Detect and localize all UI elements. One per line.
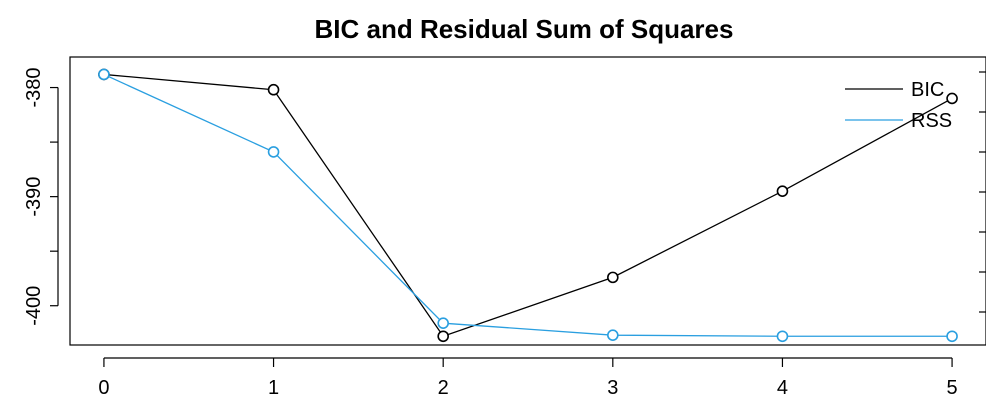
data-point xyxy=(437,330,449,343)
data-point xyxy=(437,317,449,329)
y-axis: -380 -390 -400 xyxy=(23,68,59,326)
legend-label: BIC xyxy=(911,79,944,101)
x-tick-label: 1 xyxy=(268,377,279,399)
data-point xyxy=(607,271,619,284)
x-tick-label: 2 xyxy=(438,377,449,399)
data-point xyxy=(267,146,280,158)
data-point xyxy=(98,68,110,81)
x-tick-label: 4 xyxy=(777,377,788,399)
x-tick-label: 0 xyxy=(98,377,109,399)
series-line xyxy=(103,73,953,338)
series-rss xyxy=(98,68,958,343)
y-tick-label: -390 xyxy=(23,177,45,217)
y-tick-label: -380 xyxy=(23,68,45,108)
series-bic xyxy=(98,68,958,343)
data-point xyxy=(267,83,280,96)
x-tick-label: 5 xyxy=(947,377,958,399)
data-point xyxy=(946,330,958,343)
chart-title: BIC and Residual Sum of Squares xyxy=(315,14,734,44)
data-point xyxy=(776,185,789,197)
plot-frame xyxy=(69,56,986,346)
data-point xyxy=(946,92,958,105)
data-point xyxy=(607,329,619,341)
y-tick-label: -400 xyxy=(23,286,45,326)
legend-label: RSS xyxy=(911,110,952,132)
series-layer xyxy=(98,68,958,343)
right-axis xyxy=(979,71,986,313)
legend: BIC RSS xyxy=(845,79,952,132)
x-axis: 0 1 2 3 4 5 xyxy=(98,357,958,399)
series-line xyxy=(103,73,953,337)
data-point xyxy=(776,330,789,343)
x-tick-label: 3 xyxy=(607,377,618,399)
